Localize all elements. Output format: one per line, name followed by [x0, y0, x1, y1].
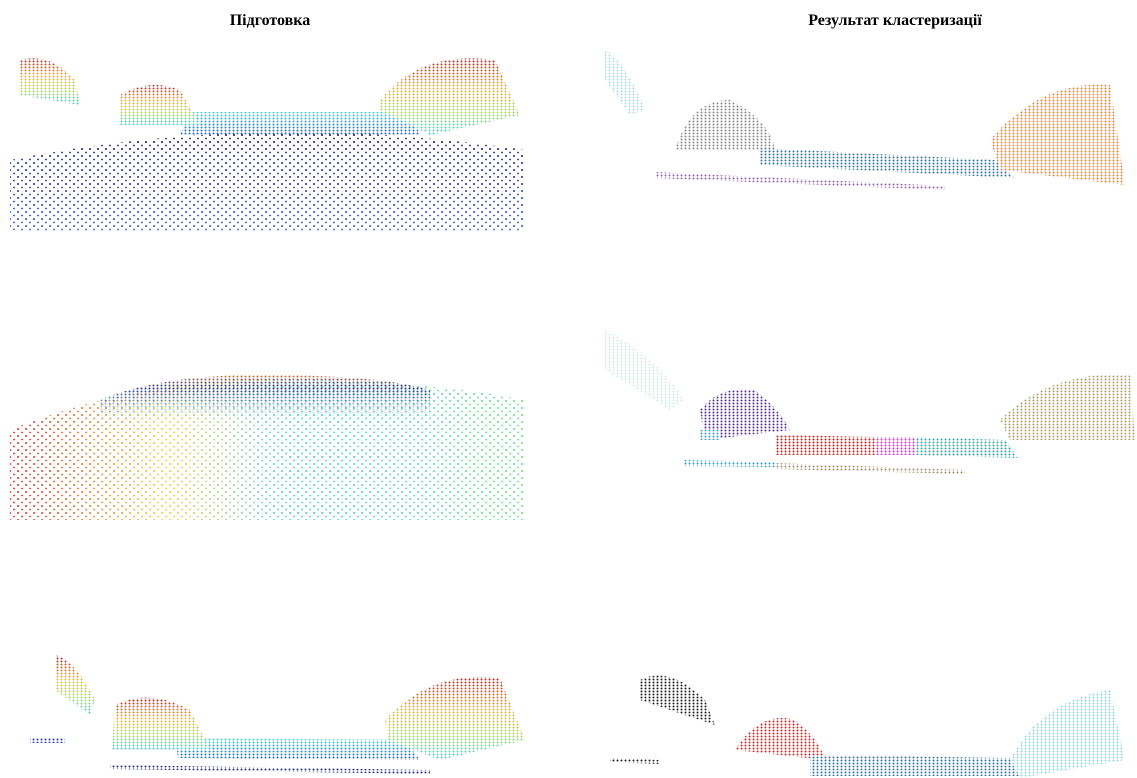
road-cloud	[20, 58, 520, 135]
road-cloud	[100, 375, 430, 420]
scene-cloud	[30, 655, 525, 774]
figure	[0, 0, 1137, 778]
page: Підготовка Результат кластеризації	[0, 0, 1137, 778]
cluster-cloud	[610, 676, 1125, 778]
ground-cloud	[10, 132, 525, 232]
cluster-cloud	[605, 330, 1135, 474]
cluster-cloud	[605, 50, 1125, 190]
